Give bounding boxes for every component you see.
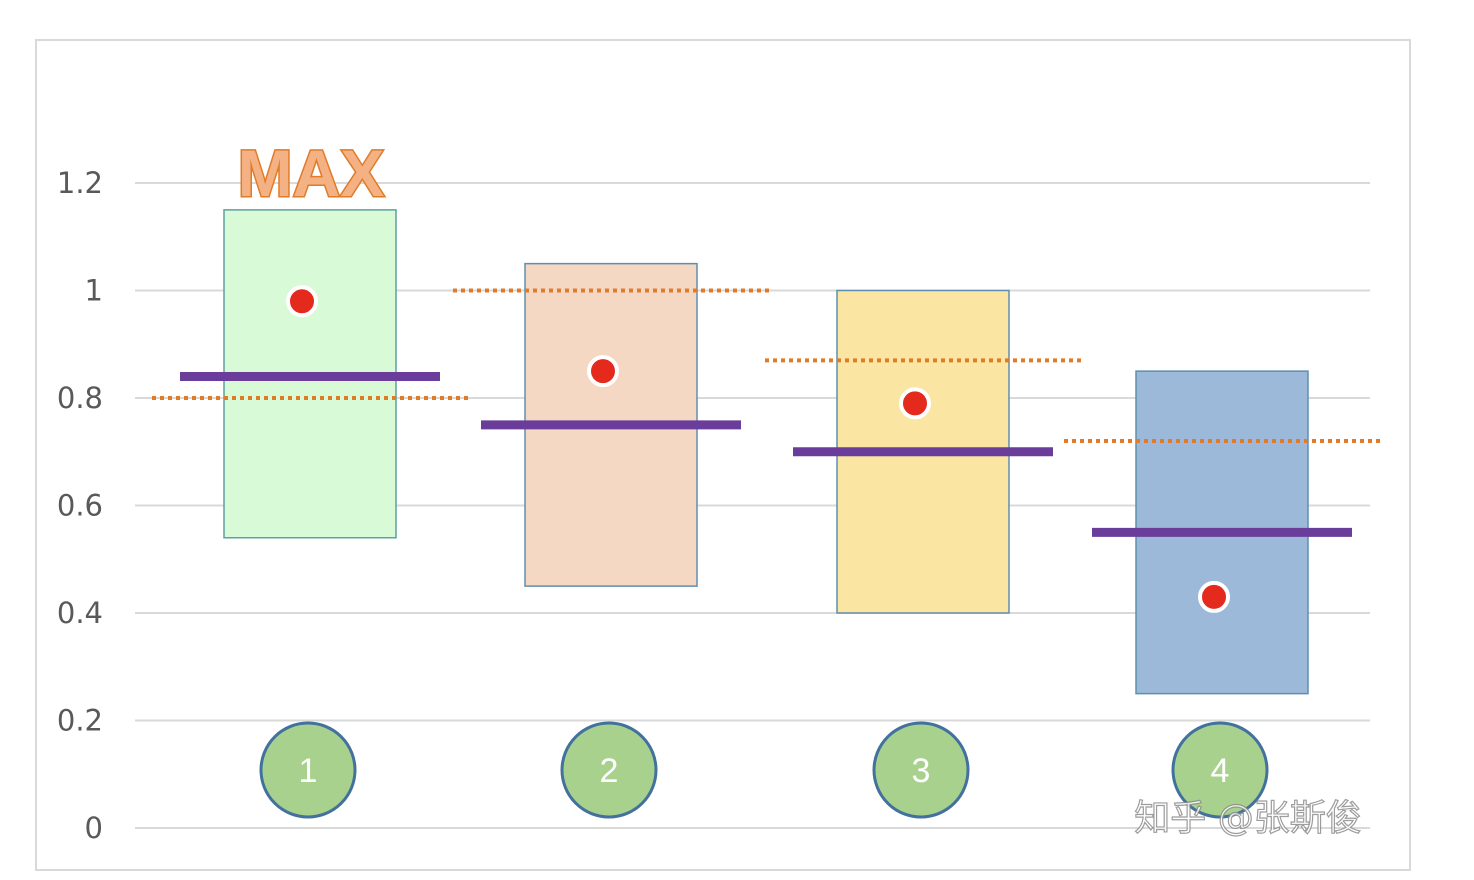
solid-lines xyxy=(180,372,1352,537)
category-badge xyxy=(560,721,658,819)
category-badge xyxy=(259,721,357,819)
data-point xyxy=(1198,580,1230,613)
watermark: 知乎 @张斯俊 xyxy=(1134,798,1361,839)
y-tick-label: 0 xyxy=(85,811,103,845)
y-tick-label: 1.2 xyxy=(57,166,103,200)
points xyxy=(286,285,1230,613)
y-tick-label: 0.8 xyxy=(57,381,103,415)
y-axis-ticks: 0 0.2 0.4 0.6 0.8 1 1.2 xyxy=(57,166,103,845)
category-label: 4 xyxy=(1211,752,1230,790)
y-tick-label: 1 xyxy=(85,274,103,308)
y-tick-label: 0.4 xyxy=(57,596,103,630)
category-label: 3 xyxy=(912,752,931,790)
category-badges: 1 2 3 4 xyxy=(259,721,1269,819)
y-tick-label: 0.2 xyxy=(57,704,103,738)
category-badge xyxy=(872,721,970,819)
max-annotation: MAX xyxy=(238,136,385,210)
category-label: 1 xyxy=(299,752,318,790)
data-point xyxy=(899,387,931,420)
data-point xyxy=(587,355,619,388)
category-badge xyxy=(1171,721,1269,819)
category-label: 2 xyxy=(600,752,619,790)
data-point xyxy=(286,285,318,318)
y-tick-label: 0.6 xyxy=(57,489,103,523)
